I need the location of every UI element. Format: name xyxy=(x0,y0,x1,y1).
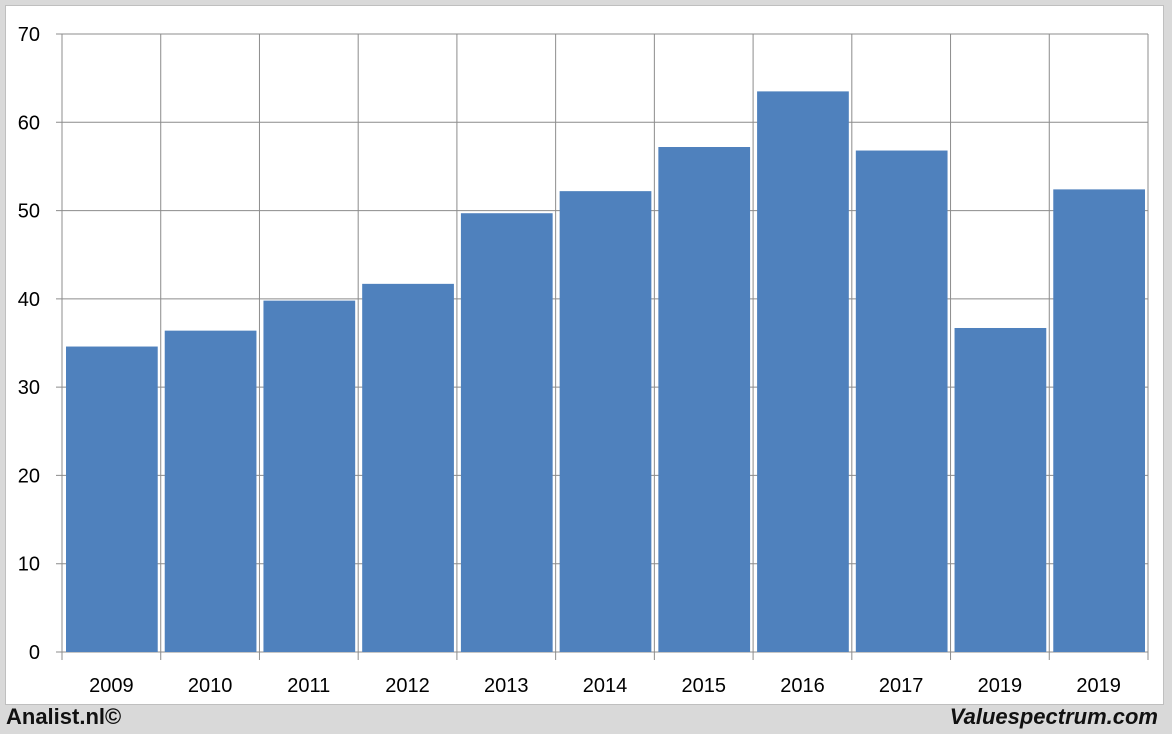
valuespectrum-credit: Valuespectrum.com xyxy=(949,704,1158,729)
x-tick-label: 2012 xyxy=(385,675,430,697)
y-tick-label: 30 xyxy=(18,377,40,399)
bar xyxy=(559,191,652,653)
bar xyxy=(658,147,751,652)
x-tick-label: 2019 xyxy=(978,675,1023,697)
bar xyxy=(66,346,158,652)
bar xyxy=(757,91,849,652)
bar xyxy=(954,327,1047,652)
y-tick-label: 20 xyxy=(18,465,40,487)
x-tick-label: 2019 xyxy=(1076,675,1121,697)
y-tick-label: 70 xyxy=(18,24,40,46)
x-tick-label: 2015 xyxy=(681,675,726,697)
bar xyxy=(164,330,257,652)
analist-credit: Analist.nl© xyxy=(6,704,122,729)
x-tick-label: 2009 xyxy=(89,675,134,697)
x-tick-label: 2011 xyxy=(287,675,330,697)
y-tick-label: 60 xyxy=(18,112,40,134)
x-tick-label: 2014 xyxy=(583,675,628,697)
bar xyxy=(263,300,356,652)
bar xyxy=(1053,189,1145,652)
x-tick-label: 2016 xyxy=(780,675,825,697)
y-tick-label: 0 xyxy=(29,642,40,664)
bar xyxy=(460,213,553,652)
y-tick-label: 50 xyxy=(18,201,40,223)
y-tick-label: 40 xyxy=(18,289,40,311)
x-tick-label: 2017 xyxy=(879,675,924,697)
x-tick-label: 2010 xyxy=(188,675,233,697)
x-tick-label: 2013 xyxy=(484,675,529,697)
bar xyxy=(855,150,948,652)
y-tick-label: 10 xyxy=(18,554,40,576)
bar xyxy=(362,283,454,652)
